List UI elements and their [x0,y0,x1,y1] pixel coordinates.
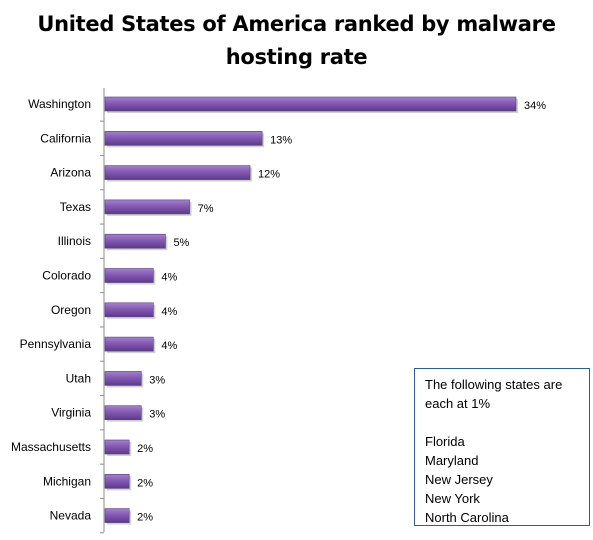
note-item: North Carolina [425,510,509,525]
bar [104,371,142,386]
category-label: Virginia [51,406,91,420]
value-label: 4% [161,340,177,352]
note-list: Florida Maryland New Jersey New York Nor… [425,432,579,527]
category-label: Oregon [51,303,91,317]
chart-title: United States of America ranked by malwa… [37,12,556,69]
category-label: Michigan [43,474,91,488]
bar [104,508,130,523]
bar [104,473,130,489]
value-label: 7% [198,203,214,215]
note-item: New Jersey [425,472,493,487]
category-label: Texas [60,200,91,214]
value-label: 2% [137,477,153,489]
category-label: Utah [66,371,91,385]
bar [104,233,166,249]
value-label: 13% [270,134,292,146]
category-label: Colorado [42,269,91,283]
category-label: Massachusetts [11,440,91,454]
note-item: Maryland [425,453,479,468]
bar [104,96,517,112]
category-label: Nevada [50,509,92,523]
category-label: California [40,131,91,145]
category-label: Illinois [58,234,91,248]
value-label: 12% [258,169,280,181]
bar [104,302,154,318]
note-item: New York [425,491,480,506]
category-label: Arizona [50,166,91,180]
bar [104,131,263,146]
value-label: 2% [137,512,153,524]
value-label: 2% [137,443,153,455]
note-box: The following states are each at 1% Flor… [414,368,590,526]
bar [104,405,142,421]
bars-group: Washington 34% California 13% Arizona 12% Texa… [11,96,546,534]
value-label: 4% [161,306,177,318]
bar [104,199,190,215]
bar [104,336,154,352]
category-label: Washington [28,97,91,111]
value-label: 3% [149,409,165,421]
bar [104,165,251,180]
note-item: Florida [425,434,465,449]
value-label: 34% [524,100,546,112]
bar [104,268,154,283]
value-label: 4% [161,272,177,284]
bar [104,439,130,455]
category-label: Pennsylvania [20,337,92,351]
value-label: 3% [149,374,165,386]
value-label: 5% [173,237,189,249]
note-text: The following states are each at 1% [425,377,563,411]
